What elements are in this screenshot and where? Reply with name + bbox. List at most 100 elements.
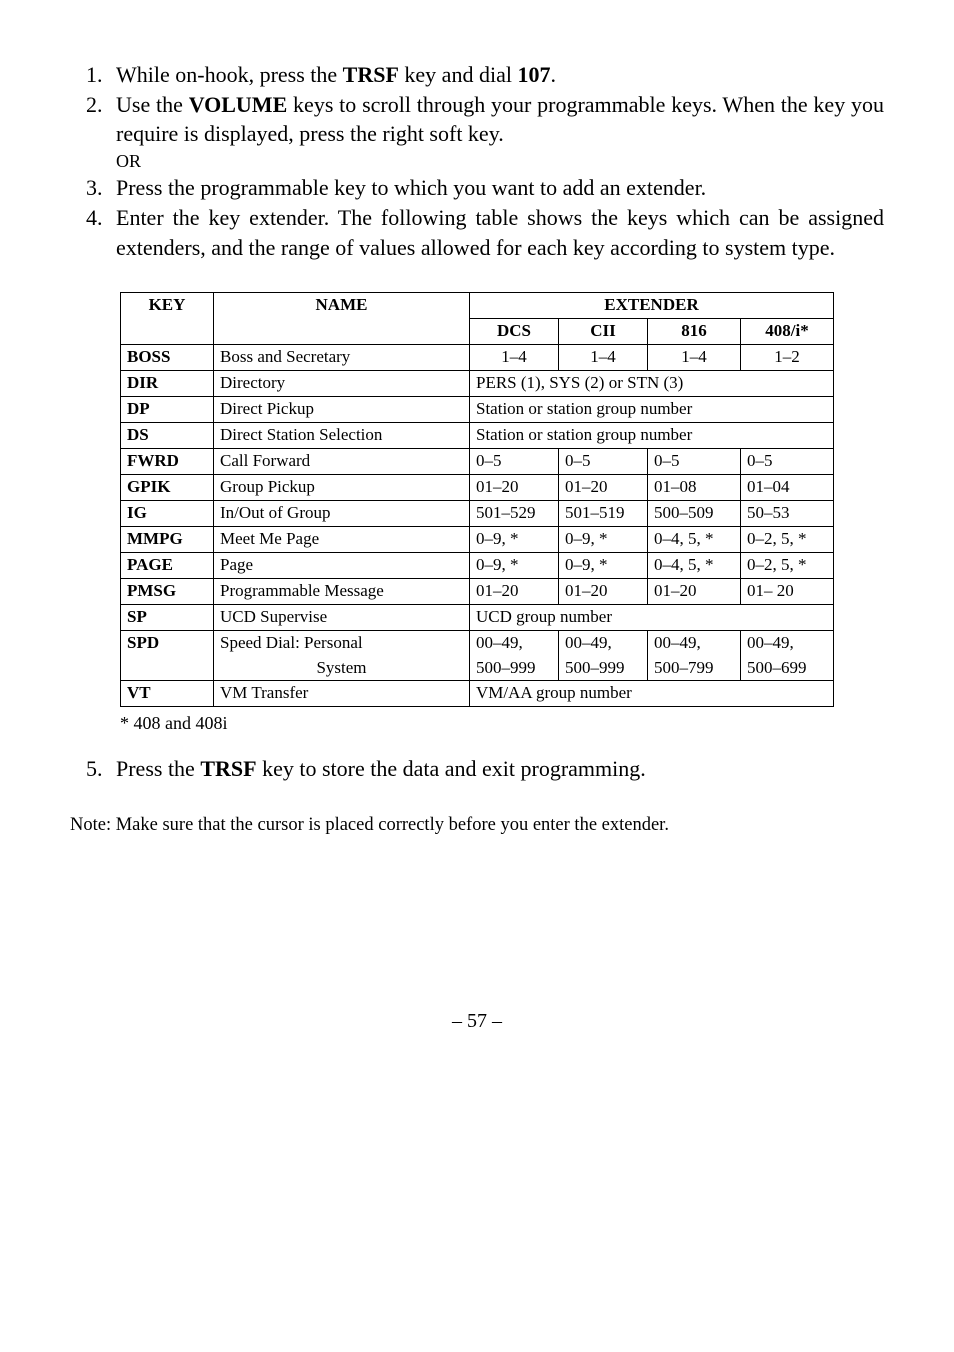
cell-key: DS bbox=[121, 423, 214, 449]
step5-text-a: Press the bbox=[116, 756, 200, 781]
row-spd-a: SPD Speed Dial: Personal 00–49, 00–49, 0… bbox=[121, 630, 834, 655]
step5-key: TRSF bbox=[200, 756, 256, 781]
cell-key: BOSS bbox=[121, 345, 214, 371]
cell-key: SP bbox=[121, 604, 214, 630]
row-page: PAGE Page 0–9, * 0–9, * 0–4, 5, * 0–2, 5… bbox=[121, 552, 834, 578]
cell-dcs: 0–5 bbox=[470, 449, 559, 475]
cell-key: DIR bbox=[121, 371, 214, 397]
cell-408: 0–2, 5, * bbox=[741, 526, 834, 552]
cell-cii: 01–20 bbox=[559, 578, 648, 604]
cell-key: DP bbox=[121, 397, 214, 423]
cell-key: GPIK bbox=[121, 474, 214, 500]
header-row-1: KEY NAME EXTENDER bbox=[121, 293, 834, 319]
cell-name: Group Pickup bbox=[214, 474, 470, 500]
cell-408: 0–2, 5, * bbox=[741, 552, 834, 578]
col-name: NAME bbox=[214, 293, 470, 345]
row-pmsg: PMSG Programmable Message 01–20 01–20 01… bbox=[121, 578, 834, 604]
cell-name: VM Transfer bbox=[214, 681, 470, 707]
row-gpik: GPIK Group Pickup 01–20 01–20 01–08 01–0… bbox=[121, 474, 834, 500]
cell-span: Station or station group number bbox=[470, 397, 834, 423]
row-sp: SP UCD Supervise UCD group number bbox=[121, 604, 834, 630]
col-key: KEY bbox=[121, 293, 214, 345]
col-816: 816 bbox=[648, 319, 741, 345]
cell-cii: 0–9, * bbox=[559, 552, 648, 578]
cursor-note: Note: Make sure that the cursor is place… bbox=[70, 813, 884, 838]
cell-key: PAGE bbox=[121, 552, 214, 578]
cell-408-a: 00–49, bbox=[741, 630, 834, 655]
step-5: Press the TRSF key to store the data and… bbox=[108, 754, 884, 784]
cell-span: VM/AA group number bbox=[470, 681, 834, 707]
col-cii: CII bbox=[559, 319, 648, 345]
cell-dcs-b: 500–999 bbox=[470, 656, 559, 681]
cell-408: 50–53 bbox=[741, 500, 834, 526]
row-vt: VT VM Transfer VM/AA group number bbox=[121, 681, 834, 707]
cell-name: Directory bbox=[214, 371, 470, 397]
cell-key: VT bbox=[121, 681, 214, 707]
table-footnote: * 408 and 408i bbox=[120, 711, 884, 735]
cell-name: Direct Pickup bbox=[214, 397, 470, 423]
cell-name: Meet Me Page bbox=[214, 526, 470, 552]
cell-816-b: 500–799 bbox=[648, 656, 741, 681]
cell-816: 1–4 bbox=[648, 345, 741, 371]
cell-name: Boss and Secretary bbox=[214, 345, 470, 371]
cell-dcs: 0–9, * bbox=[470, 552, 559, 578]
cell-key: PMSG bbox=[121, 578, 214, 604]
cell-cii: 01–20 bbox=[559, 474, 648, 500]
cell-dcs: 0–9, * bbox=[470, 526, 559, 552]
cell-cii: 501–519 bbox=[559, 500, 648, 526]
cell-cii: 0–9, * bbox=[559, 526, 648, 552]
step1-text-c: . bbox=[550, 62, 556, 87]
row-ds: DS Direct Station Selection Station or s… bbox=[121, 423, 834, 449]
cell-name: Call Forward bbox=[214, 449, 470, 475]
cell-dcs: 501–529 bbox=[470, 500, 559, 526]
cell-key: IG bbox=[121, 500, 214, 526]
step-3: Press the programmable key to which you … bbox=[108, 173, 884, 203]
step5-text-b: key to store the data and exit programmi… bbox=[257, 756, 646, 781]
row-spd-b: System 500–999 500–999 500–799 500–699 bbox=[121, 656, 834, 681]
cell-name: Programmable Message bbox=[214, 578, 470, 604]
cell-dcs: 01–20 bbox=[470, 578, 559, 604]
cell-span: UCD group number bbox=[470, 604, 834, 630]
cell-408: 01– 20 bbox=[741, 578, 834, 604]
row-ig: IG In/Out of Group 501–529 501–519 500–5… bbox=[121, 500, 834, 526]
cell-key: MMPG bbox=[121, 526, 214, 552]
cell-408-b: 500–699 bbox=[741, 656, 834, 681]
cell-dcs-a: 00–49, bbox=[470, 630, 559, 655]
step2-or: OR bbox=[116, 149, 884, 173]
cell-name: In/Out of Group bbox=[214, 500, 470, 526]
cell-816: 01–08 bbox=[648, 474, 741, 500]
cell-816: 0–4, 5, * bbox=[648, 552, 741, 578]
step-2: Use the VOLUME keys to scroll through yo… bbox=[108, 90, 884, 174]
cell-408: 1–2 bbox=[741, 345, 834, 371]
page-number: – 57 – bbox=[70, 1008, 884, 1035]
col-dcs: DCS bbox=[470, 319, 559, 345]
step2-key: VOLUME bbox=[189, 92, 288, 117]
instruction-list-2: Press the TRSF key to store the data and… bbox=[70, 754, 884, 784]
cell-dcs: 1–4 bbox=[470, 345, 559, 371]
row-mmpg: MMPG Meet Me Page 0–9, * 0–9, * 0–4, 5, … bbox=[121, 526, 834, 552]
cell-cii: 1–4 bbox=[559, 345, 648, 371]
row-dir: DIR Directory PERS (1), SYS (2) or STN (… bbox=[121, 371, 834, 397]
instruction-list: While on-hook, press the TRSF key and di… bbox=[70, 60, 884, 262]
cell-span: PERS (1), SYS (2) or STN (3) bbox=[470, 371, 834, 397]
step1-text-a: While on-hook, press the bbox=[116, 62, 343, 87]
cell-name-a: Speed Dial: Personal bbox=[214, 630, 470, 655]
cell-name: Direct Station Selection bbox=[214, 423, 470, 449]
cell-key: FWRD bbox=[121, 449, 214, 475]
col-extender: EXTENDER bbox=[470, 293, 834, 319]
cell-cii: 0–5 bbox=[559, 449, 648, 475]
cell-816: 500–509 bbox=[648, 500, 741, 526]
cell-816-a: 00–49, bbox=[648, 630, 741, 655]
cell-cii-a: 00–49, bbox=[559, 630, 648, 655]
cell-816: 0–4, 5, * bbox=[648, 526, 741, 552]
cell-816: 01–20 bbox=[648, 578, 741, 604]
cell-name: UCD Supervise bbox=[214, 604, 470, 630]
cell-408: 0–5 bbox=[741, 449, 834, 475]
step1-key: TRSF bbox=[343, 62, 399, 87]
cell-dcs: 01–20 bbox=[470, 474, 559, 500]
row-boss: BOSS Boss and Secretary 1–4 1–4 1–4 1–2 bbox=[121, 345, 834, 371]
step-4: Enter the key extender. The following ta… bbox=[108, 203, 884, 262]
extender-table: KEY NAME EXTENDER DCS CII 816 408/i* BOS… bbox=[120, 292, 834, 707]
row-dp: DP Direct Pickup Station or station grou… bbox=[121, 397, 834, 423]
step-1: While on-hook, press the TRSF key and di… bbox=[108, 60, 884, 90]
